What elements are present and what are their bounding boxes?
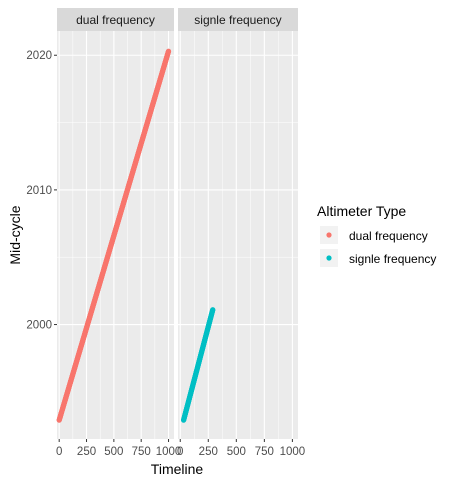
legend-swatch-dual	[326, 232, 332, 238]
x-tick-label: 750	[255, 446, 274, 458]
y-tick-label: 2020	[26, 50, 52, 62]
y-tick-label: 2010	[26, 185, 52, 197]
legend: Altimeter Type dual frequency signle fre…	[317, 203, 436, 267]
x-tick-label: 1000	[280, 446, 306, 458]
data-point	[165, 48, 172, 54]
x-tick-label: 1000	[156, 446, 182, 458]
y-axis-title: Mid-cycle	[7, 205, 23, 264]
x-tick-label: 750	[132, 446, 151, 458]
legend-label-dual: dual frequency	[349, 229, 428, 243]
x-tick-label: 500	[104, 446, 123, 458]
legend-swatch-single	[326, 255, 332, 261]
data-points	[56, 48, 216, 423]
strip-label-single: signle frequency	[194, 13, 281, 27]
strip-background-dual	[57, 8, 174, 31]
x-tick-label: 500	[227, 446, 246, 458]
legend-label-single: signle frequency	[349, 252, 436, 266]
x-axis-title: Timeline	[151, 461, 204, 477]
y-tick-label: 2000	[26, 320, 52, 332]
x-tick-label: 0	[177, 446, 183, 458]
legend-title: Altimeter Type	[317, 203, 406, 219]
x-tick-label: 0	[56, 446, 62, 458]
x-tick-label: 250	[77, 446, 96, 458]
data-point	[210, 307, 216, 313]
strip-background-single	[178, 8, 298, 31]
strip-label-dual: dual frequency	[76, 13, 155, 27]
x-tick-label: 250	[199, 446, 218, 458]
